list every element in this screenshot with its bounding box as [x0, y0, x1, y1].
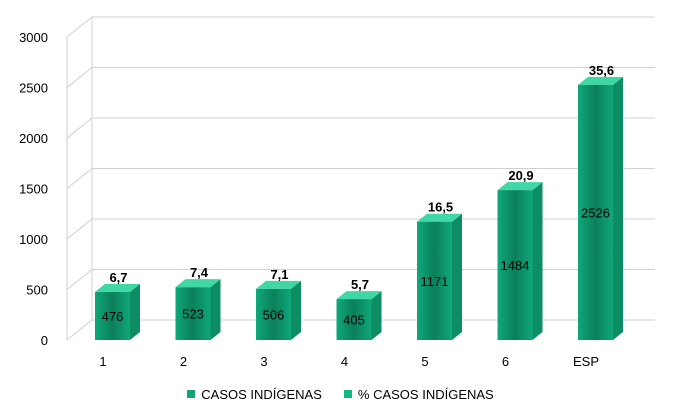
y-tick-label: 2500 [19, 81, 48, 96]
bar-top [175, 279, 221, 288]
percent-label: 5,7 [351, 277, 369, 292]
y-tick-label: 0 [41, 333, 48, 348]
percent-label: 7,1 [270, 267, 288, 282]
y-tick-label: 3000 [19, 30, 48, 45]
x-tick-label: 3 [260, 354, 267, 369]
bar-side [532, 182, 543, 340]
bar-side [613, 76, 623, 341]
grid-diagonal [66, 319, 93, 341]
grid-diagonal [66, 269, 93, 290]
bar [95, 291, 130, 340]
percent-label: 7,4 [190, 265, 209, 280]
bar-top [417, 213, 462, 222]
bar-side [371, 291, 382, 340]
legend-label-percent: % CASOS INDÍGENAS [357, 386, 494, 402]
legend-swatch-percent [343, 390, 352, 398]
y-tick-label: 2000 [19, 131, 48, 146]
y-tick-label: 500 [26, 283, 48, 298]
x-tick-label: 4 [341, 354, 348, 369]
x-tick-label: ESP [573, 354, 599, 369]
y-tick-label: 1000 [19, 232, 48, 247]
bar [417, 221, 452, 340]
x-tick-label: 1 [99, 354, 106, 369]
legend-label-casos: CASOS INDÍGENAS [201, 386, 322, 402]
legend: CASOS INDÍGENAS % CASOS INDÍGENAS [0, 384, 681, 404]
grid-diagonal [66, 117, 93, 139]
bar-side [210, 279, 221, 340]
bar-value-label: 506 [263, 307, 285, 322]
bar-top [497, 182, 543, 191]
bar [497, 190, 533, 340]
bar [175, 287, 211, 340]
grid-diagonal [66, 67, 93, 88]
bar-top [336, 291, 382, 300]
bar-side [291, 280, 301, 340]
grid-diagonal [66, 168, 93, 189]
bar-top [95, 283, 140, 292]
bar-value-label: 2526 [581, 205, 610, 220]
bar-top [578, 76, 623, 85]
bar-side [130, 283, 140, 340]
x-tick-label: 5 [421, 354, 428, 369]
bar-value-label: 523 [182, 307, 204, 322]
percent-label: 16,5 [428, 200, 453, 215]
bar-value-label: 1171 [421, 274, 449, 289]
percent-label: 35,6 [589, 63, 614, 78]
percent-label: 6,7 [109, 270, 127, 285]
bar-top [256, 280, 301, 289]
bar-value-label: 405 [343, 313, 365, 328]
bar [256, 288, 291, 340]
grid-diagonal [66, 16, 93, 38]
bar [578, 84, 613, 341]
bar [336, 299, 372, 340]
y-tick-label: 1500 [19, 182, 48, 197]
x-tick-label: 6 [502, 354, 509, 369]
bar-value-label: 476 [102, 309, 124, 324]
percent-label: 20,9 [508, 168, 533, 183]
bar-chart: 0 500 1000 1500 2000 2500 3000 476 6,7 1 523 7,4 2 50… [19, 16, 655, 369]
legend-item-casos: CASOS INDÍGENAS [187, 387, 322, 402]
bar-side [452, 213, 462, 340]
bar-value-label: 1484 [501, 258, 530, 273]
legend-swatch-casos [187, 390, 196, 398]
legend-item-percent: % CASOS INDÍGENAS [343, 386, 494, 402]
x-tick-label: 2 [180, 354, 187, 369]
grid-diagonal [66, 218, 93, 240]
